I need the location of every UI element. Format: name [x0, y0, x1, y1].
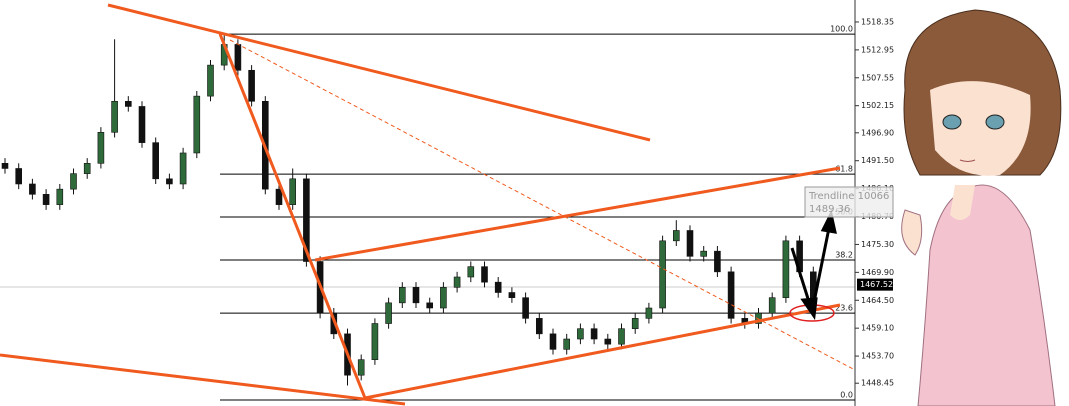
arrow	[790, 247, 812, 306]
fib-label: 0.0	[840, 391, 853, 400]
candle-body	[193, 95, 201, 154]
y-tick-label: 1475.30	[861, 240, 894, 249]
chart-layer: 1518.35 1512.95 1507.55 1502.15 1496.90 1491.…	[1, 0, 894, 406]
candle-body	[70, 173, 77, 190]
candle-body	[577, 328, 584, 340]
candle-body	[714, 250, 721, 273]
candle-body	[289, 178, 297, 205]
candle-body	[398, 287, 406, 304]
candle-body	[535, 318, 543, 335]
candle-body	[549, 333, 557, 350]
hand	[901, 209, 923, 256]
candle-body	[481, 266, 488, 283]
candle-body	[179, 152, 187, 185]
y-tick-label: 1512.95	[861, 45, 894, 54]
candle-body	[755, 312, 762, 324]
candle-body	[631, 318, 639, 329]
candle-body	[371, 323, 379, 360]
candle-body	[440, 287, 447, 309]
candle-body	[494, 281, 502, 293]
y-tick-label: 1502.15	[861, 101, 894, 110]
face	[930, 81, 1031, 176]
trendline	[364, 303, 841, 400]
candle-body	[234, 44, 242, 71]
y-tick-label: 1453.70	[861, 352, 894, 361]
candle-body	[125, 100, 132, 107]
candle-body	[563, 338, 571, 350]
last-price-label: 1467.52	[860, 280, 893, 289]
candle-body	[686, 230, 694, 257]
neck	[950, 185, 975, 220]
candle-body	[1, 163, 9, 169]
candle-body	[138, 106, 146, 143]
candle-body	[83, 163, 91, 174]
candle-body	[111, 100, 118, 133]
candle-body	[768, 297, 776, 314]
y-tick-label: 1507.55	[861, 73, 894, 82]
eye	[985, 114, 1005, 130]
trendline	[0, 353, 406, 406]
candle-body	[15, 168, 22, 185]
candle-body	[248, 69, 255, 102]
candle-body	[522, 297, 529, 319]
candle-body	[166, 178, 173, 185]
candle-body	[385, 302, 392, 324]
candle-body	[29, 183, 36, 195]
candle-body	[303, 178, 310, 262]
trendline	[218, 33, 367, 399]
fib-label: 38.2	[835, 250, 853, 259]
trendline	[314, 166, 841, 262]
fib-label: 61.8	[835, 165, 853, 174]
last-price-box	[857, 278, 893, 291]
arrows	[790, 209, 837, 321]
trendlines	[0, 3, 856, 406]
arrow	[810, 227, 831, 313]
candle-body	[97, 131, 105, 164]
y-tick-label: 1459.10	[861, 324, 894, 333]
y-tick-label: 1469.90	[861, 268, 894, 277]
trendline	[107, 3, 651, 142]
y-tick-label: 1491.50	[861, 156, 894, 165]
candle-body	[152, 142, 159, 180]
candle-body	[672, 230, 680, 242]
candle-body	[357, 359, 365, 376]
candle-body	[207, 64, 214, 97]
y-tick-label: 1448.45	[861, 379, 894, 388]
mouth	[959, 159, 976, 162]
candle-body	[453, 276, 461, 288]
candle-body	[275, 188, 283, 205]
candle-body	[42, 194, 50, 205]
tooltip-title: Trendline 10066	[808, 191, 889, 202]
candle-body	[700, 250, 708, 257]
candle-body	[590, 328, 598, 340]
candle-body	[727, 271, 735, 319]
arrow-head	[820, 209, 837, 234]
tooltip-box	[804, 186, 894, 218]
candle-body	[56, 188, 64, 205]
y-tick-label: 1464.50	[861, 296, 894, 305]
fib-label: 100.0	[830, 25, 853, 34]
candle-body	[508, 292, 516, 298]
eye	[942, 114, 962, 130]
candle-body	[467, 266, 475, 278]
candle-body	[618, 328, 625, 345]
candle-body	[604, 338, 612, 345]
y-tick-label: 1518.35	[861, 17, 894, 26]
trendline-dashed	[229, 39, 856, 371]
character	[895, 0, 1069, 406]
tooltip-price: 1489.36	[809, 204, 850, 215]
fib-label: 23.6	[835, 304, 853, 313]
candle-body	[659, 240, 666, 309]
candle-body	[645, 307, 653, 319]
candle-body	[782, 240, 790, 298]
candle-body	[412, 287, 420, 304]
candle-body	[426, 302, 434, 309]
y-tick-label: 1496.90	[861, 128, 894, 137]
